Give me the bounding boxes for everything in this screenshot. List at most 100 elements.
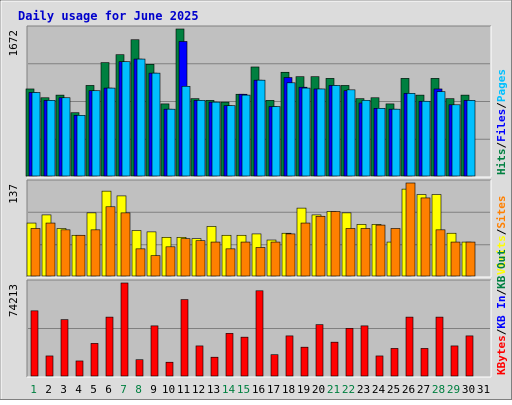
bar-sites — [345, 228, 356, 277]
legend-entry: / — [495, 228, 508, 235]
bar-sites — [270, 241, 281, 277]
panel-middle-axis-max-label: 137 — [7, 184, 20, 204]
legend-entry: KB Out — [495, 249, 508, 289]
x-tick-label: 7 — [120, 383, 127, 396]
bar-kbytes — [210, 356, 219, 377]
legend-entry: Visits — [495, 235, 508, 275]
bar-sites — [150, 255, 161, 277]
bar-sites — [45, 222, 56, 277]
bar-sites — [360, 228, 371, 277]
bar-pages — [436, 91, 446, 177]
legend-entry: KB In — [495, 296, 508, 329]
legend-entry: / — [495, 102, 508, 109]
x-tick-label: 23 — [357, 383, 370, 396]
x-tick-label: 5 — [90, 383, 97, 396]
panel-top-legend: Hits/Files/Pages — [495, 69, 508, 175]
legend-entry: KBytes — [495, 335, 508, 375]
x-tick-label: 27 — [417, 383, 430, 396]
x-tick-label: 21 — [327, 383, 340, 396]
bar-pages — [121, 61, 131, 177]
bar-pages — [241, 94, 251, 177]
bar-pages — [211, 101, 221, 177]
x-tick-label: 8 — [135, 383, 142, 396]
bar-sites — [435, 229, 446, 277]
bar-kbytes — [330, 341, 339, 377]
bar-sites — [195, 240, 206, 277]
bar-kbytes — [225, 333, 234, 377]
legend-entry: Pages — [495, 69, 508, 102]
x-tick-label: 17 — [267, 383, 280, 396]
bar-pages — [361, 100, 371, 177]
bar-sites — [465, 241, 476, 277]
x-tick-label: 13 — [207, 383, 220, 396]
bar-kbytes — [165, 361, 174, 377]
x-tick-label: 9 — [150, 383, 157, 396]
bar-kbytes — [450, 345, 459, 377]
bar-kbytes — [435, 316, 444, 377]
bar-kbytes — [255, 290, 264, 377]
bar-kbytes — [30, 310, 39, 377]
panel-bottom-axis-max-label: 74213 — [7, 284, 20, 317]
bar-pages — [136, 58, 146, 177]
bar-pages — [76, 115, 86, 177]
x-tick-label: 10 — [162, 383, 175, 396]
panel-middle-legend: Visits/Sites — [495, 196, 508, 276]
x-tick-label: 11 — [177, 383, 190, 396]
bar-pages — [466, 100, 476, 177]
bar-kbytes — [345, 328, 354, 377]
bar-pages — [331, 85, 341, 177]
bar-pages — [256, 79, 266, 177]
bar-sites — [210, 241, 221, 277]
bar-pages — [451, 104, 461, 177]
bar-sites — [450, 241, 461, 277]
bar-pages — [196, 100, 206, 177]
legend-entry: / — [495, 328, 508, 335]
bar-pages — [406, 93, 416, 177]
panel-middle: 137 Visits/Sites — [7, 179, 508, 278]
bar-pages — [31, 92, 41, 177]
bar-kbytes — [150, 325, 159, 377]
bar-pages — [376, 108, 386, 177]
bar-kbytes — [420, 348, 429, 377]
legend-entry: / — [495, 289, 508, 296]
panel-bottom-legend: KBytes/KB In/KB Out — [495, 249, 508, 375]
x-tick-label: 30 — [462, 383, 475, 396]
bar-kbytes — [105, 316, 114, 377]
legend-entry: Sites — [495, 196, 508, 229]
bar-pages — [346, 89, 356, 177]
x-tick-label: 28 — [432, 383, 445, 396]
bar-pages — [106, 87, 116, 177]
bar-pages — [316, 88, 326, 177]
panel-top-axis-max-label: 1672 — [7, 30, 20, 57]
x-tick-label: 12 — [192, 383, 205, 396]
chart-title: Daily usage for June 2025 — [18, 9, 199, 23]
x-tick-label: 24 — [372, 383, 386, 396]
bar-sites — [60, 229, 71, 277]
x-tick-label: 1 — [30, 383, 37, 396]
bar-kbytes — [180, 299, 189, 377]
x-tick-label: 15 — [237, 383, 250, 396]
bar-sites — [135, 248, 146, 277]
bar-sites — [105, 206, 116, 277]
bar-pages — [166, 108, 176, 177]
bar-pages — [301, 87, 311, 177]
bar-kbytes — [90, 343, 99, 377]
bar-kbytes — [360, 325, 369, 377]
bar-sites — [75, 234, 86, 277]
bar-pages — [151, 72, 161, 177]
bar-pages — [181, 86, 191, 177]
legend-entry: Hits — [495, 149, 508, 176]
bar-pages — [91, 90, 101, 177]
bar-sites — [405, 182, 416, 277]
bar-sites — [225, 248, 236, 277]
bar-kbytes — [60, 319, 69, 377]
x-tick-label: 19 — [297, 383, 310, 396]
bar-sites — [300, 222, 311, 277]
bar-kbytes — [45, 355, 54, 377]
bar-sites — [240, 241, 251, 277]
bar-kbytes — [240, 336, 249, 377]
